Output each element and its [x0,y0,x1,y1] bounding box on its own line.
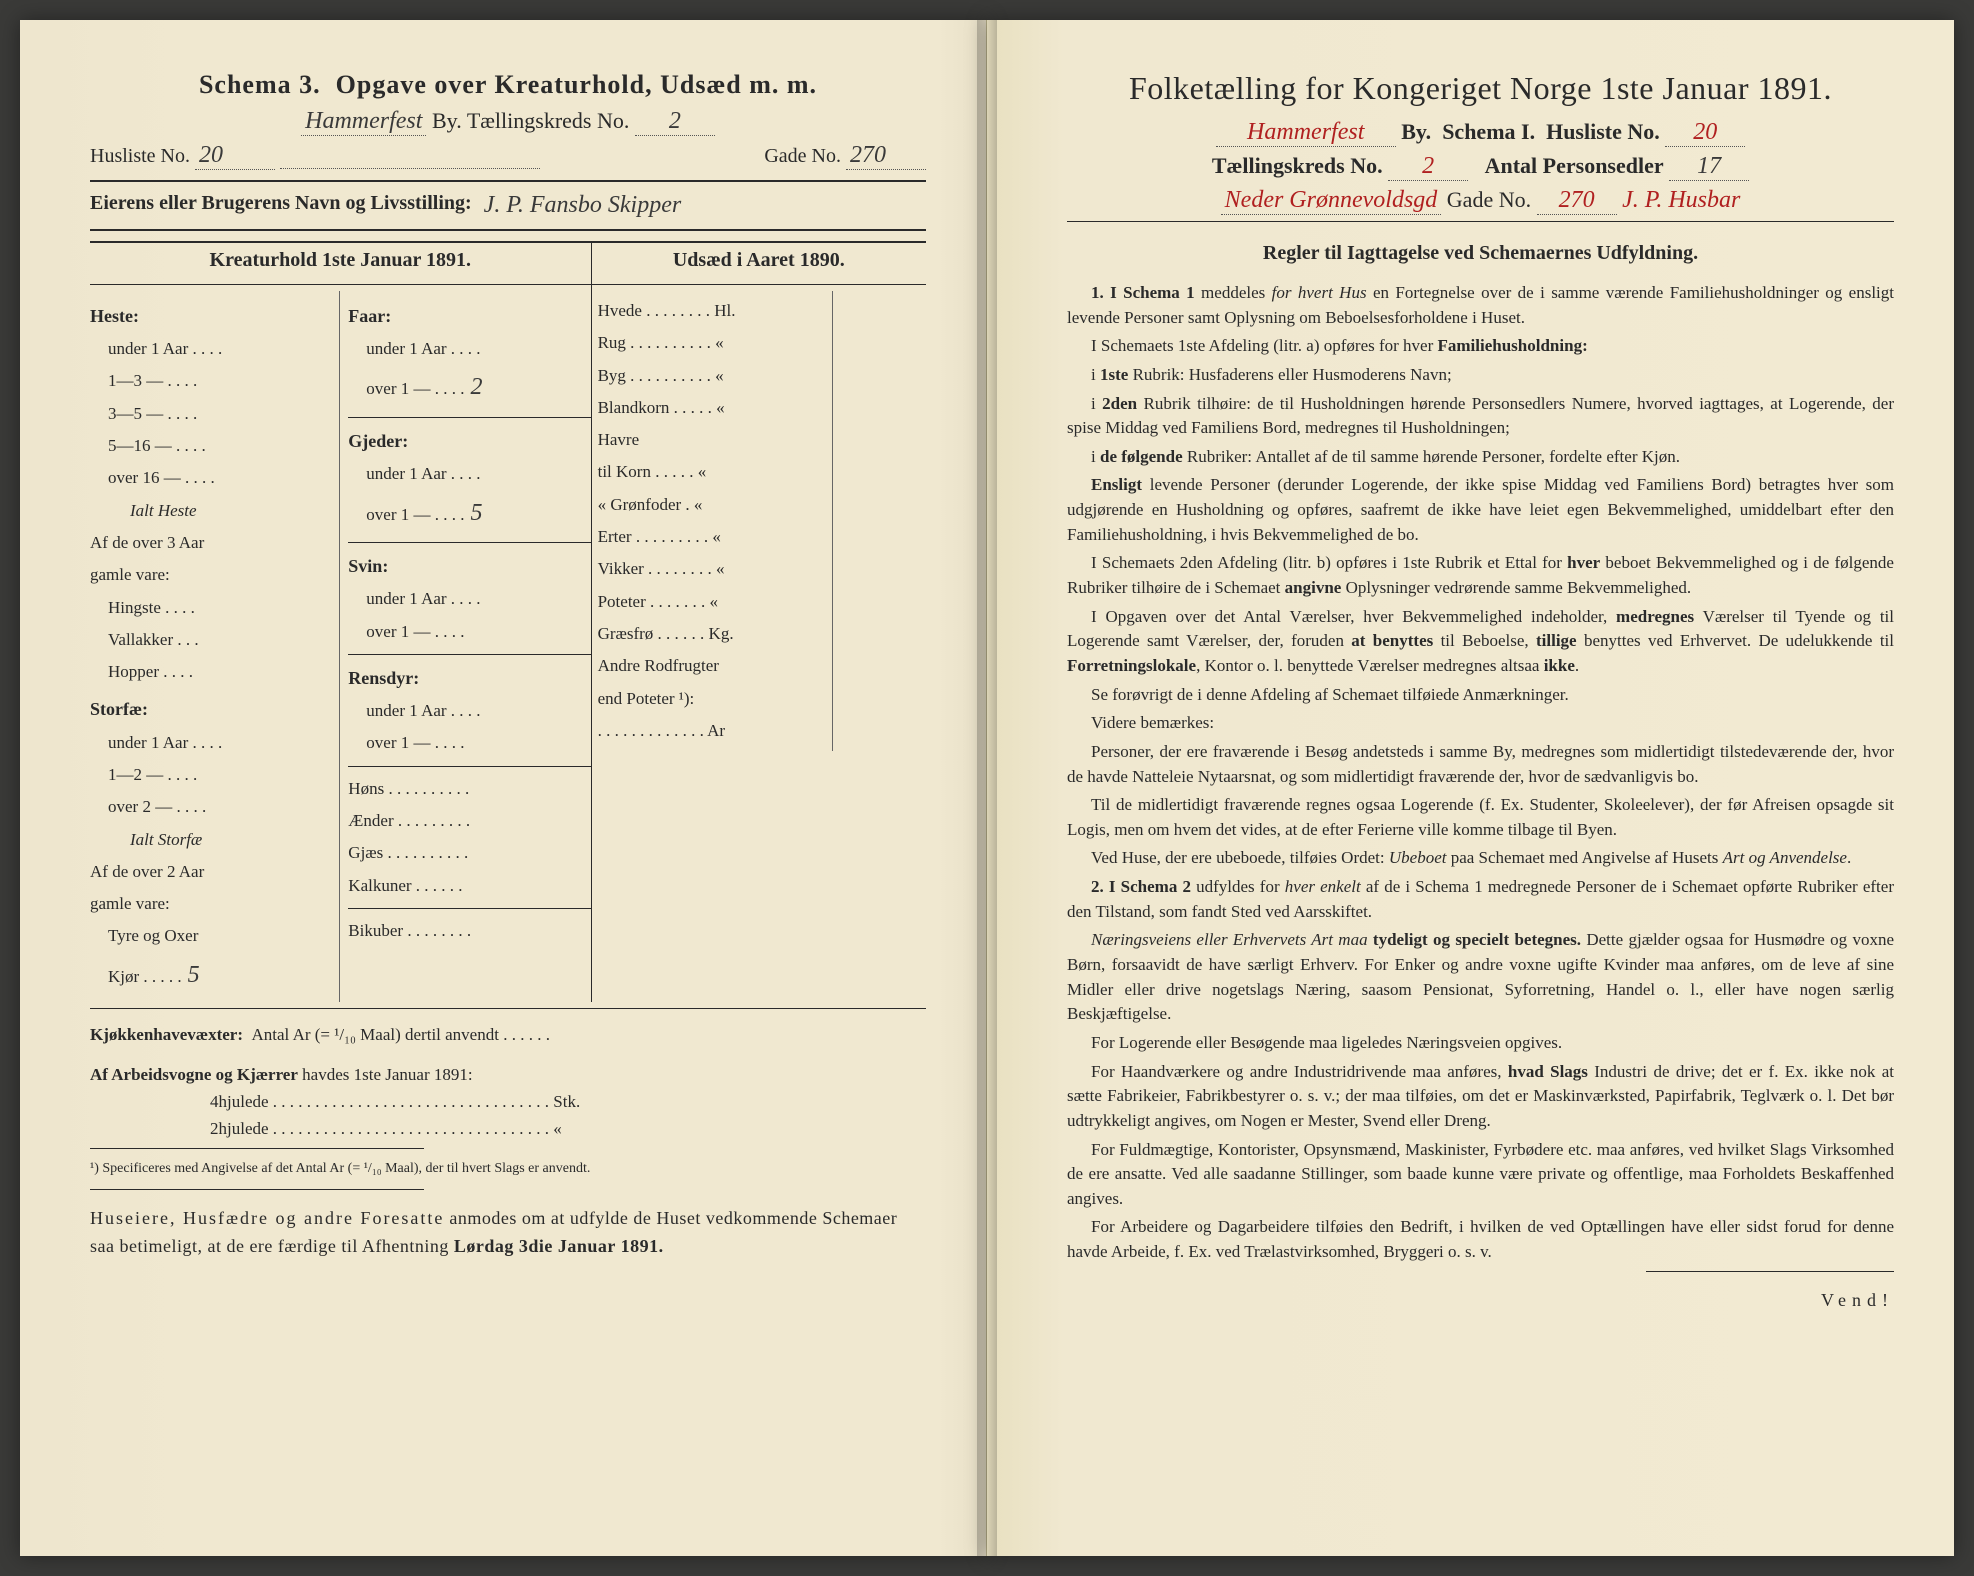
arbeids-block: Af Arbeidsvogne og Kjærrer havdes 1ste J… [90,1061,926,1143]
animal-value: 5 [465,491,489,537]
husliste-row: Husliste No. 20 Gade No. 270 [90,142,926,170]
closing-text: Huseiere, Husfædre og andre Foresatte an… [90,1204,926,1262]
left-title: Schema 3. Opgave over Kreaturhold, Udsæd… [90,70,926,100]
gade-no: 270 [846,142,926,170]
owner-name: J. P. Fansbo Skipper [472,192,926,219]
r-gade-no: 270 [1537,187,1617,215]
right-title: Folketælling for Kongeriget Norge 1ste J… [1067,70,1894,107]
right-district-line: Tællingskreds No. 2 Antal Personsedler 1… [1067,153,1894,181]
kreatur-head: Kreaturhold 1ste Januar 1891. [90,243,591,278]
crops-values-col [832,291,926,751]
right-gade-line: Neder Grønnevoldsgd Gade No. 270 J. P. H… [1067,187,1894,215]
r-gade-name: Neder Grønnevoldsgd [1221,187,1442,215]
city-handwritten: Hammerfest [301,108,426,136]
husliste-no: 20 [195,142,275,170]
right-page: Folketælling for Kongeriget Norge 1ste J… [987,20,1954,1556]
animals-left-col: Heste:under 1 Aar . . . .1—3 — . . . .3—… [90,291,340,1002]
vend-label: Vend! [1067,1290,1894,1311]
rules-title: Regler til Iagttagelse ved Schemaernes U… [1067,242,1894,265]
right-city-line: Hammerfest By. Schema I. Husliste No. 20 [1067,119,1894,147]
r-owner: J. P. Husbar [1622,187,1740,213]
owner-row: Eierens eller Brugerens Navn og Livsstil… [90,192,926,219]
kjor-value: 5 [182,953,206,999]
left-city-line: Hammerfest By. Tællingskreds No. 2 [90,108,926,136]
footnote: ¹) Specificeres med Angivelse af det Ant… [90,1159,926,1179]
udsaed-head: Udsæd i Aaret 1890. [592,243,926,278]
kjokken-line: Kjøkkenhavevæxter: Antal Ar (= ¹/₁₀ Maal… [90,1021,926,1048]
r-district-no: 2 [1388,153,1468,181]
rules-body: 1. I Schema 1 meddeles for hvert Hus en … [1067,281,1894,1265]
animals-right-col: Faar:under 1 Aar . . . .over 1 — . . . .… [340,291,590,1002]
r-person-no: 17 [1669,153,1749,181]
book-spread: Schema 3. Opgave over Kreaturhold, Udsæd… [20,20,1954,1556]
crops-col: Hvede . . . . . . . . Hl.Rug . . . . . .… [592,291,833,751]
r-husliste-no: 20 [1665,119,1745,147]
spine-shadow [977,20,997,1556]
left-page: Schema 3. Opgave over Kreaturhold, Udsæd… [20,20,987,1556]
r-city: Hammerfest [1216,119,1396,147]
district-no: 2 [635,108,715,136]
main-table: Kreaturhold 1ste Januar 1891. Heste:unde… [90,241,926,1002]
animal-value: 2 [465,365,489,411]
